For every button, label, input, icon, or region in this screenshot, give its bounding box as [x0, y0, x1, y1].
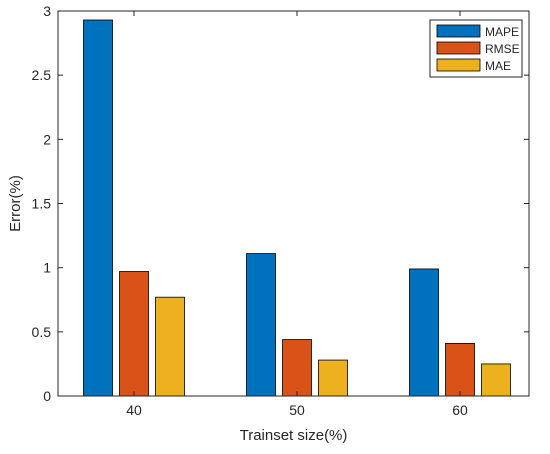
x-tick-label: 40	[126, 402, 142, 418]
bar-rmse-40	[119, 271, 149, 397]
bar-mae-40	[155, 296, 185, 397]
y-tick-label: 0	[43, 388, 51, 404]
bars-layer	[83, 19, 511, 397]
legend-swatch-mape	[436, 24, 481, 38]
y-tick-label: 1	[43, 260, 51, 276]
legend-label-mae: MAE	[485, 59, 511, 73]
legend-swatch-rmse	[436, 41, 481, 55]
y-tick-label: 2	[43, 131, 51, 147]
legend-label-rmse: RMSE	[485, 42, 520, 56]
bar-mae-50	[318, 359, 348, 397]
bar-rmse-50	[282, 339, 312, 397]
bar-mape-40	[83, 19, 113, 397]
bar-mape-50	[246, 253, 276, 397]
y-tick-label: 1.5	[32, 196, 52, 212]
bar-mae-60	[481, 363, 511, 397]
ticks-layer: 0 0.5 1 1.5 2 2.5 3 40 50 60	[32, 3, 529, 418]
legend-swatch-mae	[436, 58, 481, 72]
x-axis-title: Trainset size(%)	[240, 427, 348, 444]
bar-mape-60	[409, 268, 439, 397]
y-tick-label: 3	[43, 3, 51, 19]
y-tick-label: 0.5	[32, 324, 52, 340]
legend: MAPE RMSE MAE	[429, 19, 523, 78]
x-tick-label: 60	[452, 402, 468, 418]
legend-label-mape: MAPE	[485, 25, 519, 39]
x-tick-label: 50	[289, 402, 305, 418]
bar-rmse-60	[445, 342, 475, 397]
y-tick-label: 2.5	[32, 67, 52, 83]
y-axis-title: Error(%)	[7, 175, 24, 232]
